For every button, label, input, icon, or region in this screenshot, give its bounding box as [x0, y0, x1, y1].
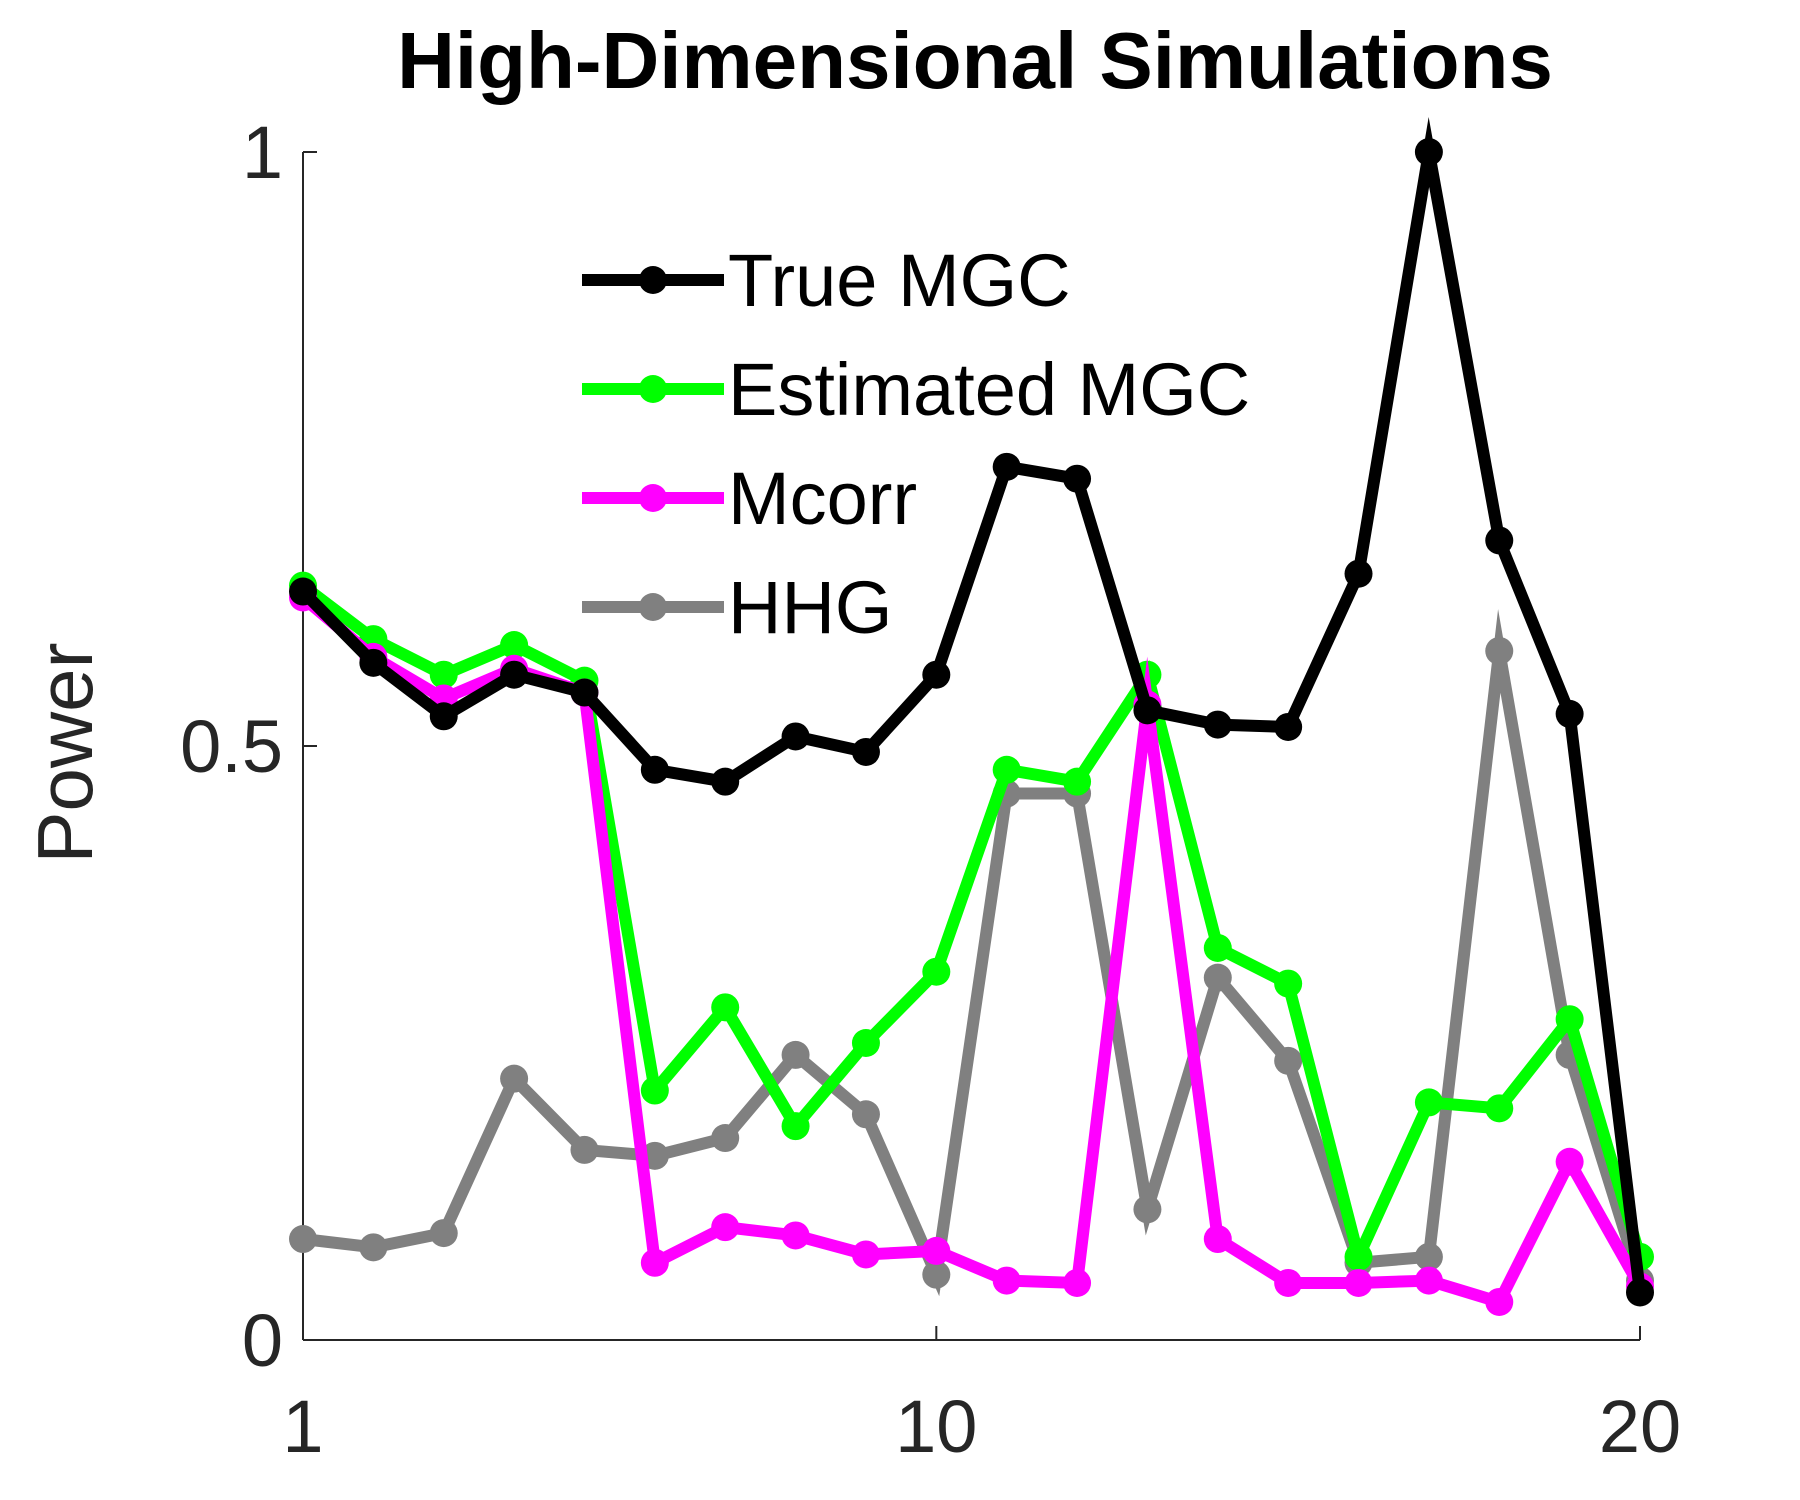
- legend-swatch-marker: [639, 484, 667, 512]
- data-point: [1414, 1242, 1443, 1271]
- series-lines: [289, 116, 1654, 1316]
- legend-label: Estimated MGC: [728, 348, 1250, 431]
- data-point: [1274, 1046, 1303, 1075]
- data-point: [1274, 712, 1303, 741]
- series-estimated-mgc: [289, 571, 1654, 1275]
- data-point: [922, 1260, 951, 1289]
- data-point: [1203, 963, 1232, 992]
- series-line: [302, 609, 1646, 1297]
- data-point: [1414, 138, 1443, 166]
- data-point: [922, 660, 951, 689]
- legend-label: Mcorr: [728, 457, 917, 540]
- data-point: [781, 722, 810, 751]
- legend-swatch-marker: [639, 266, 667, 294]
- data-point: [500, 1064, 529, 1093]
- data-point: [640, 1076, 669, 1105]
- data-point: [570, 678, 599, 707]
- data-point: [429, 702, 458, 731]
- legend-label: HHG: [728, 566, 892, 649]
- data-point: [359, 1233, 388, 1262]
- data-point: [1626, 1278, 1654, 1307]
- data-point: [1133, 696, 1162, 725]
- data-point: [1485, 1094, 1514, 1123]
- data-point: [1274, 969, 1303, 998]
- legend-entry: True MGC: [582, 239, 1071, 322]
- data-point: [1203, 933, 1232, 962]
- data-point: [711, 767, 740, 796]
- y-tick-label: 0.5: [180, 705, 283, 788]
- series-true-mgc: [289, 116, 1654, 1307]
- y-tick-label: 1: [242, 111, 283, 194]
- data-point: [640, 755, 669, 784]
- y-tick-label: 0: [242, 1299, 283, 1382]
- legend-label: True MGC: [728, 239, 1071, 322]
- data-point: [500, 660, 529, 689]
- legend-entry: HHG: [582, 566, 892, 649]
- data-point: [1485, 526, 1514, 555]
- legend-entry: Mcorr: [582, 457, 917, 540]
- legend-swatch-marker: [639, 375, 667, 403]
- x-tick-label: 10: [895, 1385, 977, 1468]
- data-point: [500, 631, 529, 660]
- series-hhg: [289, 609, 1654, 1297]
- data-point: [289, 1225, 317, 1254]
- data-point: [429, 1219, 458, 1248]
- data-point: [711, 993, 740, 1022]
- data-point: [1133, 1195, 1162, 1224]
- data-point: [851, 1029, 880, 1057]
- data-point: [1344, 559, 1373, 588]
- data-point: [1485, 1287, 1514, 1316]
- data-point: [851, 1240, 880, 1269]
- data-point: [1203, 1225, 1232, 1254]
- data-point: [711, 1124, 740, 1153]
- data-point: [1274, 1268, 1303, 1297]
- chart-title: High-Dimensional Simulations: [397, 16, 1553, 105]
- data-point: [1203, 710, 1232, 739]
- data-point: [1063, 1268, 1092, 1297]
- data-point: [851, 1100, 880, 1129]
- data-point: [1555, 1147, 1584, 1176]
- data-point: [992, 1266, 1021, 1295]
- axes: [302, 151, 1641, 1341]
- data-point: [1344, 1268, 1373, 1297]
- data-point: [1414, 1088, 1443, 1117]
- data-point: [429, 660, 458, 689]
- data-point: [1555, 699, 1584, 728]
- data-point: [1485, 636, 1514, 665]
- data-point: [359, 648, 388, 677]
- legend: True MGC Estimated MGC Mcorr HHG: [582, 239, 1250, 649]
- data-point: [1063, 767, 1092, 796]
- x-tick-label: 1: [282, 1385, 323, 1468]
- data-point: [1344, 1242, 1373, 1271]
- data-point: [1063, 464, 1092, 493]
- y-axis-label: Power: [21, 642, 109, 863]
- data-point: [922, 1236, 951, 1265]
- data-point: [922, 957, 951, 986]
- data-point: [1555, 1005, 1584, 1034]
- data-point: [640, 1248, 669, 1277]
- data-point: [781, 1040, 810, 1069]
- data-point: [992, 452, 1021, 481]
- data-point: [781, 1221, 810, 1250]
- data-point: [851, 737, 880, 766]
- tick-labels: 0 0.5 1 1 10 20: [180, 111, 1681, 1468]
- legend-entry: Estimated MGC: [582, 348, 1250, 431]
- data-point: [711, 1213, 740, 1242]
- data-point: [289, 577, 317, 606]
- data-point: [781, 1112, 810, 1141]
- data-point: [1414, 1266, 1443, 1295]
- legend-swatch-marker: [639, 593, 667, 621]
- data-point: [570, 1135, 599, 1164]
- data-point: [992, 755, 1021, 784]
- x-tick-label: 20: [1599, 1385, 1681, 1468]
